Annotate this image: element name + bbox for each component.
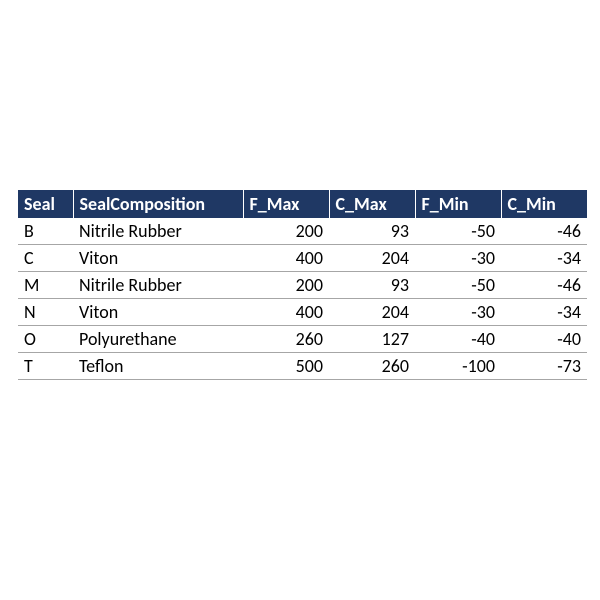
table-row: NViton400204-30-34 xyxy=(18,299,587,326)
table-cell: -50 xyxy=(415,272,501,299)
table-row: MNitrile Rubber20093-50-46 xyxy=(18,272,587,299)
table-cell: -34 xyxy=(501,299,587,326)
seal-table: SealSealCompositionF_MaxC_MaxF_MinC_Min … xyxy=(18,190,587,380)
table-cell: Nitrile Rubber xyxy=(73,218,243,245)
table-cell: Teflon xyxy=(73,353,243,380)
table-cell: 400 xyxy=(243,299,329,326)
table-cell: -34 xyxy=(501,245,587,272)
table-cell: -40 xyxy=(415,326,501,353)
table-cell: 204 xyxy=(329,245,415,272)
col-header: SealComposition xyxy=(73,190,243,218)
table-cell: Viton xyxy=(73,299,243,326)
table-cell: B xyxy=(18,218,73,245)
table-cell: Viton xyxy=(73,245,243,272)
col-header: C_Min xyxy=(501,190,587,218)
table-row: OPolyurethane260127-40-40 xyxy=(18,326,587,353)
table-cell: 500 xyxy=(243,353,329,380)
table-cell: -46 xyxy=(501,218,587,245)
table-cell: -73 xyxy=(501,353,587,380)
col-header: Seal xyxy=(18,190,73,218)
table-cell: 204 xyxy=(329,299,415,326)
table-cell: O xyxy=(18,326,73,353)
table-cell: Nitrile Rubber xyxy=(73,272,243,299)
col-header: C_Max xyxy=(329,190,415,218)
table-cell: 93 xyxy=(329,272,415,299)
table-cell: 200 xyxy=(243,272,329,299)
table-header-row: SealSealCompositionF_MaxC_MaxF_MinC_Min xyxy=(18,190,587,218)
table-cell: -30 xyxy=(415,245,501,272)
table-cell: 93 xyxy=(329,218,415,245)
table-cell: C xyxy=(18,245,73,272)
table-cell: N xyxy=(18,299,73,326)
table-row: TTeflon500260-100-73 xyxy=(18,353,587,380)
table-cell: T xyxy=(18,353,73,380)
table-cell: 127 xyxy=(329,326,415,353)
col-header: F_Min xyxy=(415,190,501,218)
table-row: BNitrile Rubber20093-50-46 xyxy=(18,218,587,245)
table-cell: 260 xyxy=(329,353,415,380)
table-cell: 260 xyxy=(243,326,329,353)
table-cell: Polyurethane xyxy=(73,326,243,353)
table-cell: 400 xyxy=(243,245,329,272)
table-cell: -30 xyxy=(415,299,501,326)
table-row: CViton400204-30-34 xyxy=(18,245,587,272)
table-cell: -46 xyxy=(501,272,587,299)
table-cell: 200 xyxy=(243,218,329,245)
table-cell: -100 xyxy=(415,353,501,380)
col-header: F_Max xyxy=(243,190,329,218)
seal-table-container: SealSealCompositionF_MaxC_MaxF_MinC_Min … xyxy=(18,190,586,380)
table-cell: -40 xyxy=(501,326,587,353)
table-cell: -50 xyxy=(415,218,501,245)
table-cell: M xyxy=(18,272,73,299)
